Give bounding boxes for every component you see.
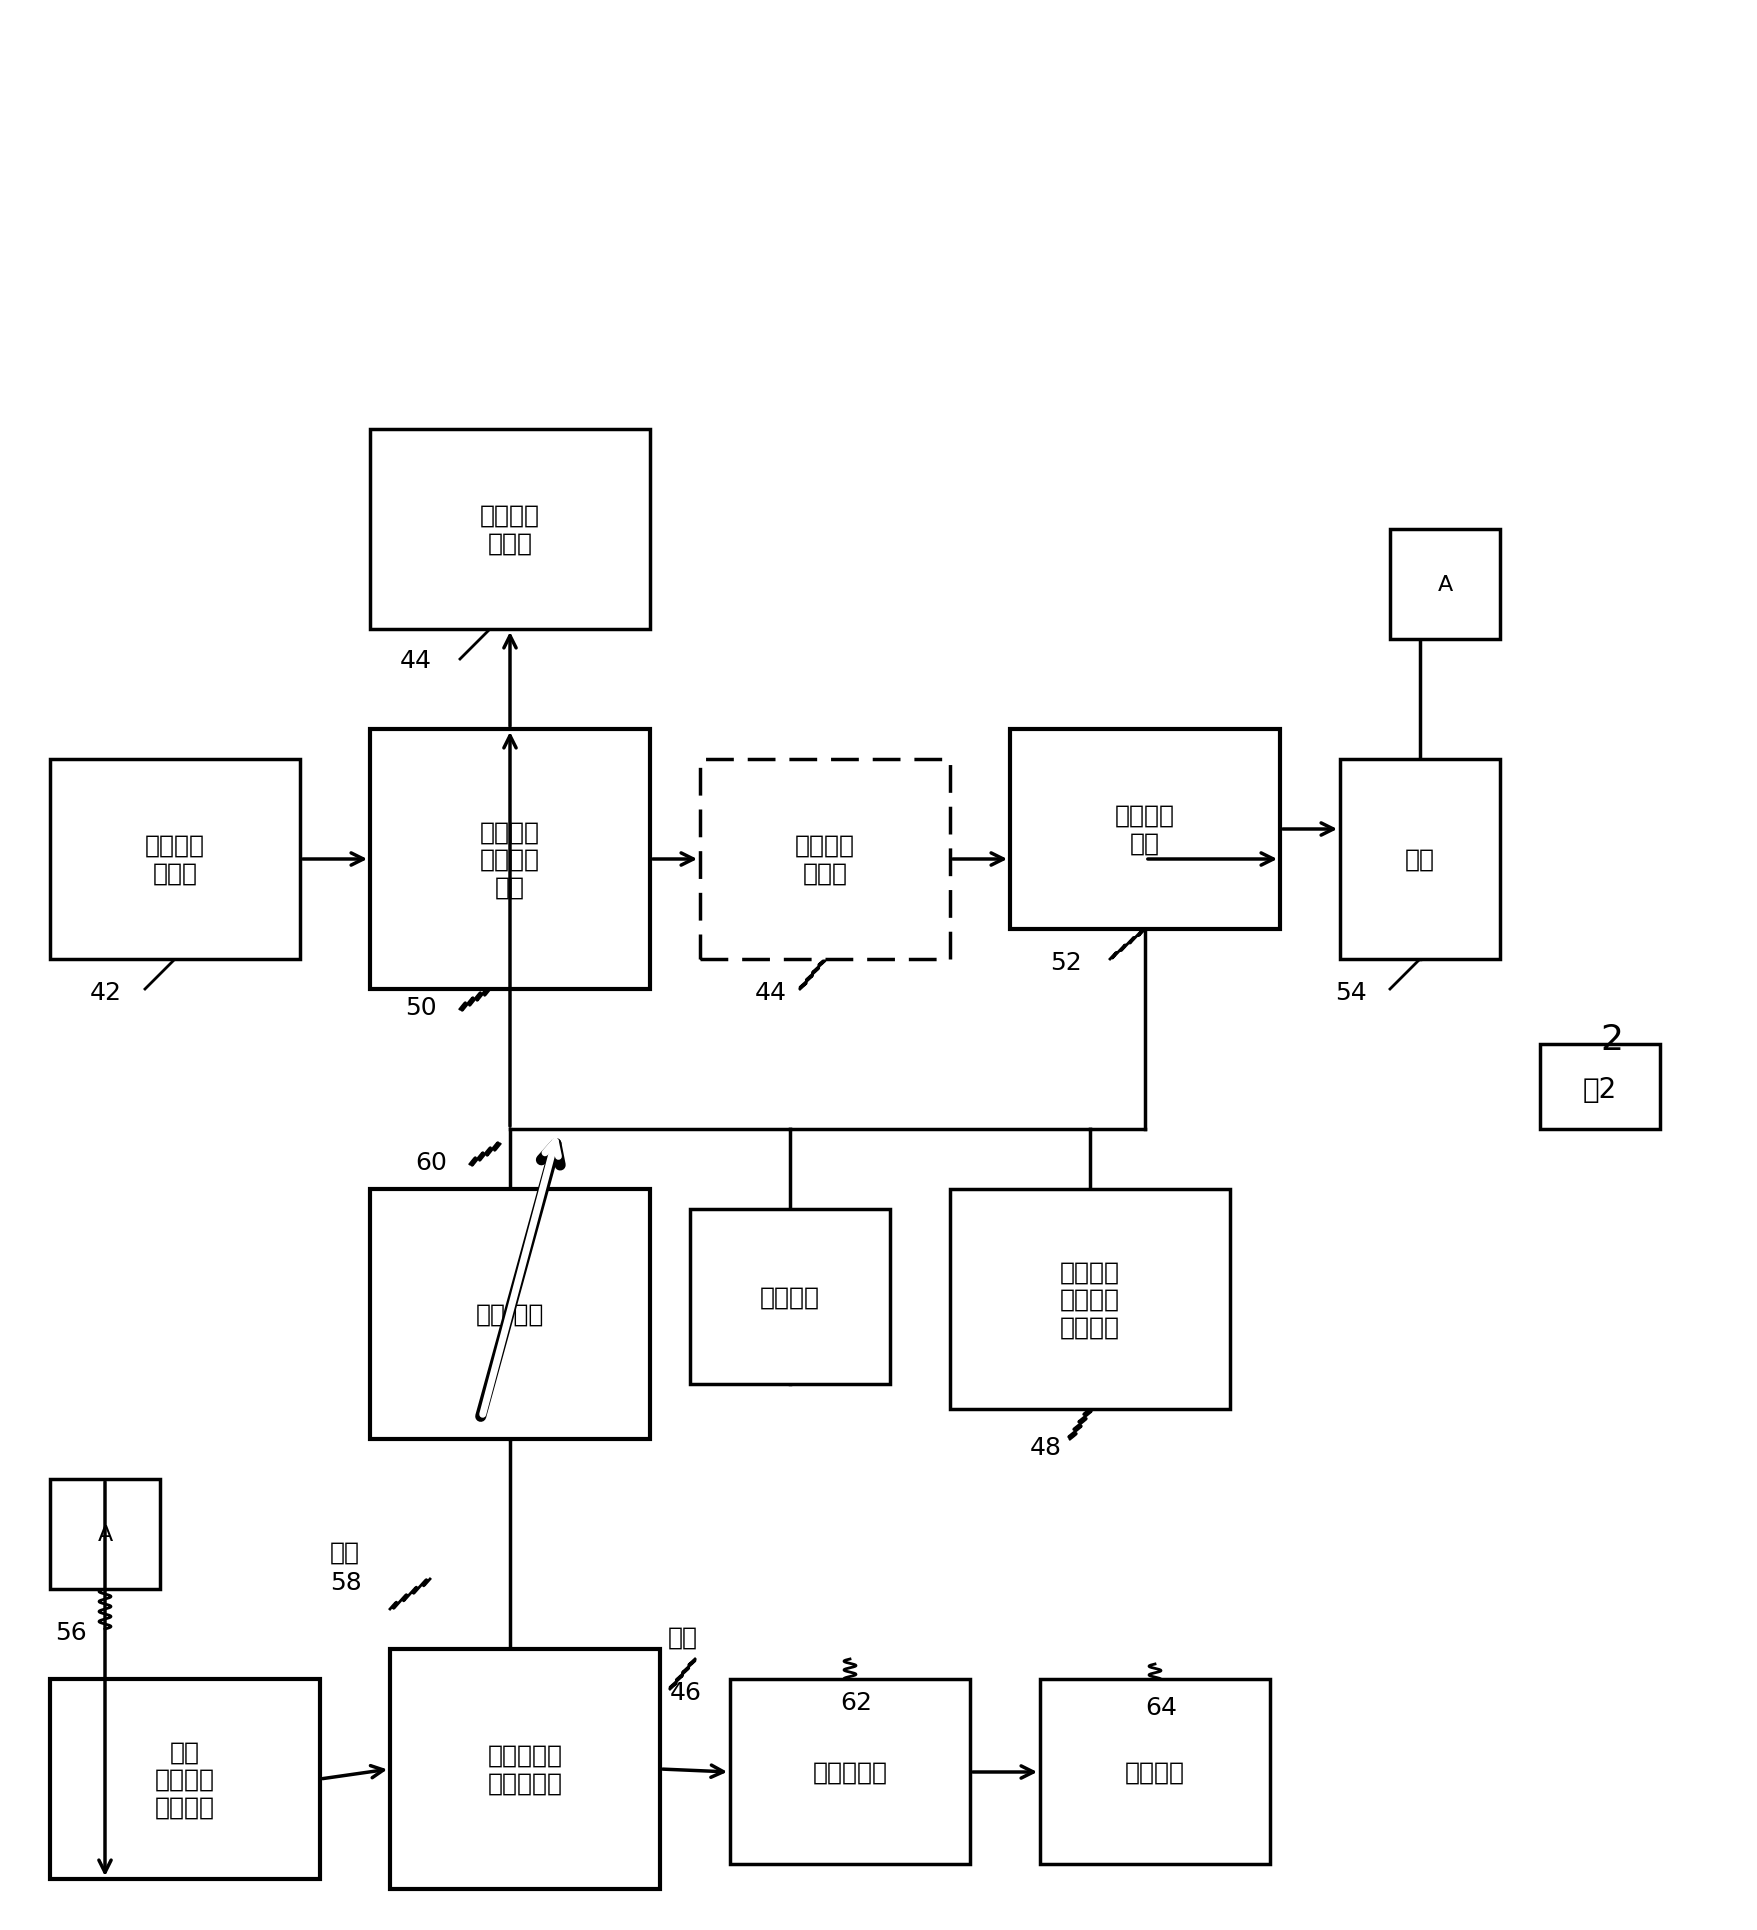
Text: 印刷
电路板的
其他处理: 印刷 电路板的 其他处理 [155, 1739, 214, 1818]
Text: 60: 60 [415, 1150, 446, 1173]
Text: 50: 50 [404, 996, 436, 1019]
Text: 安装表面
安装装置
元件: 安装表面 安装装置 元件 [480, 820, 539, 899]
Text: 52: 52 [1049, 950, 1081, 975]
Bar [689, 1210, 889, 1384]
Text: 提供印刷
电路板: 提供印刷 电路板 [144, 834, 206, 886]
Bar [369, 730, 650, 990]
Text: 56: 56 [54, 1619, 86, 1644]
Bar [729, 1679, 970, 1864]
Text: 安装通孔
元件: 安装通孔 元件 [1114, 803, 1174, 855]
Text: 62: 62 [840, 1691, 871, 1714]
Text: 图2: 图2 [1581, 1075, 1616, 1104]
Bar [390, 1648, 659, 1889]
Text: A: A [97, 1525, 112, 1544]
Text: 54: 54 [1334, 980, 1365, 1004]
Bar [1010, 730, 1279, 930]
Text: 拆卸/返工: 拆卸/返工 [476, 1303, 545, 1326]
Bar [1040, 1679, 1269, 1864]
Text: 42: 42 [90, 980, 121, 1004]
Bar [699, 760, 949, 959]
Bar [49, 760, 300, 959]
Bar [49, 1679, 320, 1880]
Text: 分割: 分割 [1404, 847, 1434, 872]
Text: 集成电路: 集成电路 [759, 1285, 819, 1309]
Text: A: A [1437, 575, 1451, 594]
Text: 64: 64 [1144, 1695, 1177, 1720]
Bar [1390, 529, 1499, 639]
Text: 58: 58 [330, 1571, 362, 1594]
Bar [949, 1189, 1230, 1409]
Text: 2: 2 [1599, 1023, 1622, 1056]
Text: 失败: 失败 [330, 1540, 360, 1563]
Text: 通过: 通过 [668, 1625, 698, 1648]
Text: 客户地点: 客户地点 [1124, 1760, 1184, 1783]
Bar [369, 430, 650, 629]
Bar [1339, 760, 1499, 959]
Text: 封装和运输: 封装和运输 [812, 1760, 887, 1783]
Text: 电阻器、
电容器和
其他元件: 电阻器、 电容器和 其他元件 [1059, 1260, 1119, 1339]
Text: 44: 44 [401, 648, 432, 674]
Text: 48: 48 [1030, 1436, 1061, 1459]
Bar [369, 1189, 650, 1440]
Bar [1539, 1044, 1659, 1129]
Bar [49, 1478, 160, 1588]
Text: 46: 46 [669, 1681, 701, 1704]
Text: 44: 44 [754, 980, 787, 1004]
Text: 安装应变
检测器: 安装应变 检测器 [794, 834, 854, 886]
Text: 印刷电路板
组件的测试: 印刷电路板 组件的测试 [487, 1743, 562, 1795]
Text: 安装应变
检测器: 安装应变 检测器 [480, 504, 539, 556]
